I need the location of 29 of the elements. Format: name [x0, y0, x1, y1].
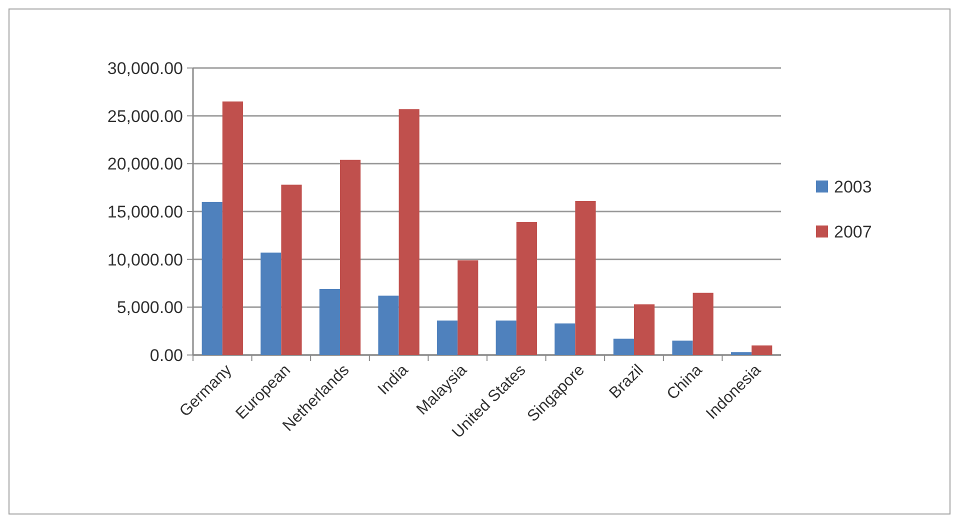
- bar: [260, 252, 282, 355]
- legend-label: 2007: [834, 222, 872, 242]
- bar: [613, 338, 634, 355]
- bar: [692, 292, 714, 355]
- bar: [516, 222, 537, 355]
- bar: [634, 304, 655, 355]
- y-tick-label: 20,000.00: [107, 154, 183, 174]
- bar: [672, 340, 693, 355]
- bar: [731, 352, 752, 355]
- y-tick-label: 10,000.00: [107, 250, 183, 270]
- y-tick-label: 15,000.00: [107, 202, 183, 222]
- y-tick-label: 25,000.00: [107, 106, 183, 126]
- y-tick-label: 30,000.00: [107, 58, 183, 78]
- bar: [752, 345, 772, 355]
- bar: [575, 200, 596, 355]
- bar: [378, 296, 399, 355]
- bar: [202, 202, 222, 355]
- bar: [554, 323, 576, 355]
- bar: [398, 109, 420, 355]
- y-tick-label: 0.00: [150, 346, 183, 365]
- bar: [458, 260, 478, 355]
- bar: [340, 160, 361, 355]
- bar: [437, 320, 458, 355]
- bar: [319, 288, 340, 355]
- legend-label: 2003: [834, 177, 872, 196]
- bar: [496, 320, 516, 355]
- bar: [281, 184, 302, 355]
- y-tick-label: 5,000.00: [116, 298, 183, 318]
- bar: [222, 101, 243, 355]
